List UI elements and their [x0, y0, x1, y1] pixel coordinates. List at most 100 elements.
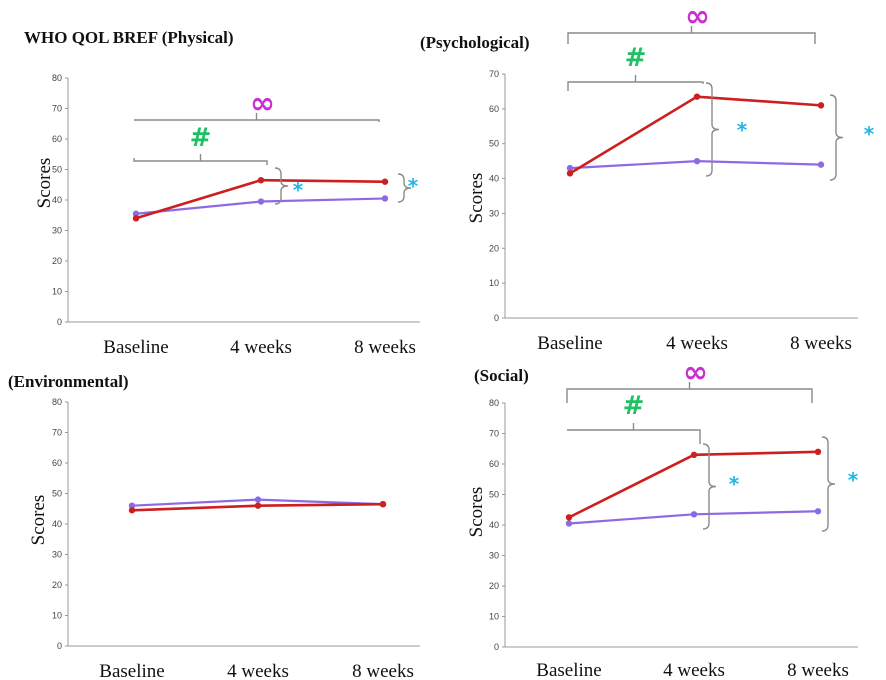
y-tick-label: 60: [52, 458, 62, 468]
data-point-purple: [257, 198, 265, 205]
brace-4-weeks: [274, 167, 289, 205]
chart-environmental: (Environmental) 0 10 20 30 40 50 60 70 80 Scores Ba…: [8, 372, 420, 680]
y-axis-label: Scores: [466, 487, 487, 538]
x-tick-label: 4 weeks: [663, 660, 725, 680]
x-tick-label: Baseline: [103, 337, 168, 358]
y-tick-label: 10: [489, 278, 499, 288]
chart-physical: WHO QOL BREF (Physical) 0 10 20 30 40 50 60 70 80…: [24, 28, 420, 358]
star-marker-8-weeks: *: [864, 122, 875, 146]
x-tick-label: 8 weeks: [354, 337, 416, 358]
y-tick-label: 80: [52, 397, 62, 407]
data-point-red: [381, 178, 389, 185]
data-point-purple: [132, 210, 140, 217]
y-tick-label: 70: [52, 104, 62, 114]
data-point-red: [257, 176, 265, 184]
y-tick-label: 40: [489, 520, 499, 530]
y-tick-label: 10: [52, 287, 62, 297]
x-tick-label: 8 weeks: [787, 660, 849, 680]
y-tick-label: 80: [52, 73, 62, 83]
data-point-purple: [690, 511, 698, 518]
y-tick-label: 60: [489, 104, 499, 114]
data-point-purple: [254, 496, 262, 503]
data-point-red: [693, 93, 701, 100]
hash-bracket: [133, 154, 268, 165]
brace-8-weeks: [397, 173, 412, 203]
data-point-purple: [381, 195, 389, 202]
data-point-purple: [128, 502, 136, 509]
x-tick-label: 4 weeks: [227, 661, 289, 680]
y-tick-label: 40: [489, 174, 499, 184]
data-point-purple: [817, 161, 825, 168]
infinity-bracket: [567, 26, 816, 44]
data-point-red: [566, 170, 574, 177]
hash-marker: #: [190, 123, 212, 153]
y-tick-label: 60: [489, 459, 499, 469]
star-marker-4-weeks: *: [293, 178, 304, 202]
brace-4-weeks: [702, 443, 717, 530]
y-tick-label: 20: [52, 580, 62, 590]
y-axis-label: Scores: [466, 173, 487, 224]
star-marker-4-weeks: *: [729, 472, 740, 496]
y-tick-label: 60: [52, 134, 62, 144]
chart-title: WHO QOL BREF (Physical): [24, 28, 234, 47]
data-point-purple: [693, 157, 701, 165]
y-tick-label: 40: [52, 519, 62, 529]
chart-social: (Social) 0 10 20 30 40 50 60 70 80 Scores Baseline 4…: [466, 355, 859, 680]
hash-marker: #: [623, 391, 645, 421]
brace-8-weeks: [821, 436, 836, 532]
data-point-red: [814, 448, 822, 455]
chart-title: (Environmental): [8, 372, 129, 391]
y-tick-label: 20: [489, 581, 499, 591]
x-tick-label: 8 weeks: [790, 333, 852, 354]
star-marker-4-weeks: *: [737, 118, 748, 142]
x-tick-label: 8 weeks: [352, 661, 414, 680]
y-tick-label: 0: [494, 313, 499, 323]
data-point-red: [132, 215, 140, 222]
brace-8-weeks: [829, 94, 844, 181]
x-tick-label: Baseline: [99, 661, 164, 680]
y-tick-label: 50: [489, 490, 499, 500]
data-point-red: [128, 507, 136, 514]
chart-psychological: (Psychological) 0 10 20 30 40 50 60 70 Scores Base…: [420, 0, 875, 354]
y-tick-label: 0: [57, 317, 62, 327]
y-tick-label: 40: [52, 195, 62, 205]
data-point-purple: [565, 520, 573, 527]
chart-title: (Social): [474, 366, 529, 385]
data-point-red: [690, 451, 698, 459]
data-point-red: [379, 500, 387, 508]
star-marker-8-weeks: *: [408, 174, 419, 198]
y-tick-label: 30: [52, 550, 62, 560]
y-tick-label: 10: [489, 612, 499, 622]
y-tick-label: 30: [52, 226, 62, 236]
x-tick-label: Baseline: [537, 333, 602, 354]
hash-marker: #: [625, 43, 647, 73]
y-tick-label: 50: [52, 489, 62, 499]
brace-4-weeks: [705, 82, 720, 177]
data-point-purple: [566, 164, 574, 172]
infinity-marker: ∞: [250, 86, 275, 121]
y-axis-label: Scores: [28, 495, 49, 546]
y-tick-label: 0: [494, 642, 499, 652]
y-tick-label: 30: [489, 208, 499, 218]
y-tick-label: 50: [52, 165, 62, 175]
y-tick-label: 80: [489, 398, 499, 408]
data-point-red: [817, 102, 825, 109]
data-point-red: [254, 502, 262, 509]
data-point-purple: [814, 508, 822, 515]
y-axis-label: Scores: [34, 158, 55, 209]
star-marker-8-weeks: *: [848, 468, 859, 492]
y-tick-label: 70: [489, 69, 499, 79]
y-tick-label: 10: [52, 611, 62, 621]
y-tick-label: 70: [52, 428, 62, 438]
infinity-marker: ∞: [683, 355, 708, 390]
y-tick-label: 0: [57, 641, 62, 651]
hash-bracket: [567, 75, 704, 91]
data-point-red: [565, 514, 573, 521]
infinity-bracket: [134, 113, 380, 122]
y-tick-label: 50: [489, 139, 499, 149]
y-tick-label: 20: [489, 243, 499, 253]
infinity-bracket: [566, 382, 813, 403]
series-line-red: [568, 450, 819, 519]
x-tick-label: 4 weeks: [230, 337, 292, 358]
